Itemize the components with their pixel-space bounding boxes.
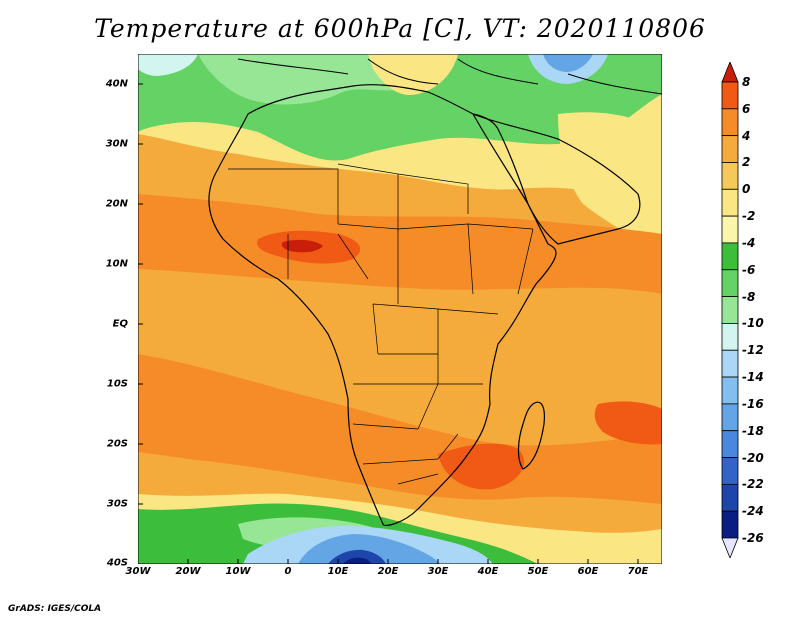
colorbar-level-label: 8 (742, 75, 751, 89)
colorbar-box (721, 323, 739, 351)
map-plot (138, 54, 662, 564)
northwest-cold (138, 54, 198, 76)
colorbar-box (721, 188, 739, 217)
colorbar-level-label: -18 (742, 423, 764, 438)
colorbar-box (721, 215, 739, 244)
x-tick-label: 20W (175, 566, 201, 577)
colorbar-level-label: -24 (742, 504, 764, 519)
colorbar-bottom-arrow (721, 537, 739, 558)
colorbar-box (721, 81, 739, 110)
chart-title: Temperature at 600hPa [C], VT: 202011080… (94, 14, 706, 43)
colorbar-box (721, 510, 739, 539)
colorbar-level-label: -2 (742, 209, 756, 224)
madagascar (517, 401, 545, 470)
x-tick-label: 30E (427, 566, 449, 577)
colorbar-box (721, 457, 739, 485)
colorbar-level-label: 4 (742, 128, 751, 143)
x-tick-label: 60E (577, 566, 599, 577)
colorbar-box (721, 296, 739, 324)
colorbar-level-label: -8 (742, 289, 756, 304)
colorbar-box (721, 135, 739, 163)
y-tick-label: 20S (106, 438, 128, 450)
y-tick-label: 30N (105, 138, 128, 150)
colorbar-level-label: 2 (742, 155, 751, 170)
hot-core (281, 239, 323, 253)
north-colder-patch (543, 54, 593, 72)
colorbar-level-label: 6 (742, 101, 751, 116)
colorbar-level-label: -14 (742, 370, 764, 385)
colorbar-box (721, 483, 739, 512)
border-lines (228, 163, 534, 485)
y-tick-label: 40S (106, 557, 128, 569)
colorbar-level-label: -16 (742, 396, 764, 411)
y-tick-label: 40N (105, 78, 128, 90)
x-tick-label: 30W (125, 566, 151, 577)
y-tick-label: 20N (105, 198, 128, 210)
south-core-dark (343, 557, 371, 564)
colorbar-box (721, 269, 739, 297)
colorbar-level-label: -10 (742, 316, 764, 331)
south-core (328, 549, 386, 564)
colorbar-box (721, 349, 739, 378)
colorbar-box (721, 376, 739, 405)
colorbar-level-label: -20 (742, 450, 764, 465)
colorbar-level-label: -26 (742, 531, 764, 545)
credit-text: GrADS: IGES/COLA (8, 604, 102, 614)
colorbar-level-label: -12 (742, 343, 764, 358)
hot-southeast (438, 443, 524, 490)
europe-outline (237, 58, 662, 95)
colorbar-box (721, 162, 739, 190)
colorbar-box (721, 403, 739, 432)
x-tick-label: 10W (225, 566, 251, 577)
north-mild-patch (368, 54, 458, 95)
y-tick-label: 10N (105, 258, 128, 270)
colorbar-level-label: -6 (742, 262, 756, 277)
hot-east (594, 401, 662, 445)
colorbar (721, 62, 739, 558)
colorbar-level-label: 0 (742, 182, 751, 197)
y-tick-label: EQ (112, 318, 128, 330)
warm-sahel (138, 194, 662, 294)
x-tick-label: 50E (527, 566, 549, 577)
colorbar-box (721, 108, 739, 137)
warm-ocean-mid (197, 384, 308, 424)
colorbar-box (721, 242, 739, 271)
y-tick-label: 10S (106, 378, 128, 390)
x-tick-label: 20E (377, 566, 399, 577)
x-tick-label: 70E (627, 566, 649, 577)
colorbar-top-arrow (721, 62, 739, 83)
colorbar-box (721, 430, 739, 458)
arabia-outline (471, 112, 641, 245)
x-tick-label: 0 (284, 566, 292, 577)
x-tick-label: 40E (477, 566, 499, 577)
africa-coastline (208, 84, 557, 527)
south-colder (298, 534, 440, 564)
y-tick-label: 30S (106, 498, 128, 510)
colorbar-level-label: -22 (742, 477, 764, 492)
warm-south (138, 354, 662, 504)
x-tick-label: 10E (327, 566, 349, 577)
colorbar-level-label: -4 (742, 235, 756, 250)
